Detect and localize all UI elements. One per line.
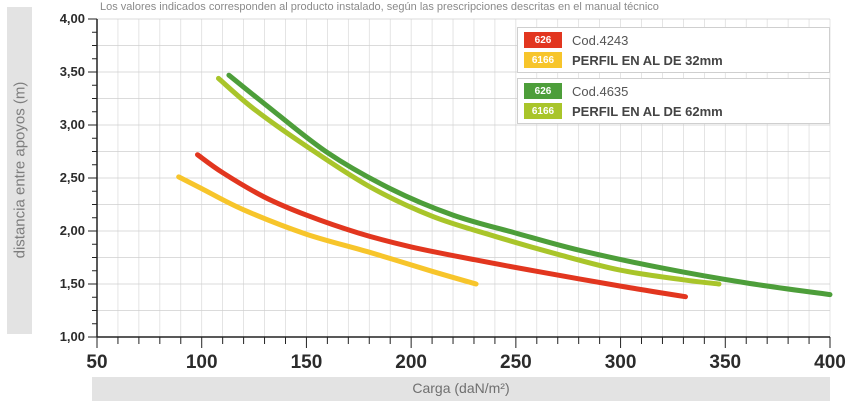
legend-swatch-6166: 6166 bbox=[524, 52, 562, 68]
legend-row-code: 626 Cod.4635 bbox=[524, 82, 628, 100]
legend-box-62mm: 626 Cod.4635 6166 PERFIL EN AL DE 62mm bbox=[517, 78, 830, 124]
legend-code-label: Cod.4243 bbox=[572, 32, 629, 48]
legend-row-profile: 6166 PERFIL EN AL DE 32mm bbox=[524, 51, 723, 69]
x-tick-label: 400 bbox=[814, 352, 846, 373]
x-tick-label: 250 bbox=[500, 352, 532, 373]
x-axis-label-band: Carga (daN/m²) bbox=[92, 377, 830, 401]
legend-profile-label: PERFIL EN AL DE 32mm bbox=[572, 52, 723, 68]
y-tick-label: 3,50 bbox=[60, 64, 85, 79]
y-tick-label: 2,00 bbox=[60, 223, 85, 238]
y-tick-label: 1,50 bbox=[60, 276, 85, 291]
y-tick-label: 2,50 bbox=[60, 170, 85, 185]
x-tick-label: 50 bbox=[86, 352, 107, 373]
chart-note: Los valores indicados corresponden al pr… bbox=[100, 1, 659, 13]
x-axis-label: Carga (daN/m²) bbox=[412, 380, 510, 396]
legend-row-profile: 6166 PERFIL EN AL DE 62mm bbox=[524, 102, 723, 120]
y-tick-label: 4,00 bbox=[60, 11, 85, 26]
legend-code-label: Cod.4635 bbox=[572, 83, 629, 99]
legend-row-code: 626 Cod.4243 bbox=[524, 31, 628, 49]
series-line bbox=[216, 75, 722, 287]
y-axis-label-band bbox=[7, 7, 32, 334]
x-tick-label: 300 bbox=[605, 352, 637, 373]
series-line bbox=[176, 174, 479, 287]
series-line bbox=[195, 152, 688, 300]
x-tick-label: 150 bbox=[291, 352, 323, 373]
legend-swatch-6166: 6166 bbox=[524, 103, 562, 119]
y-tick-label: 3,00 bbox=[60, 117, 85, 132]
x-tick-label: 350 bbox=[709, 352, 741, 373]
y-tick-label: 1,00 bbox=[60, 329, 85, 344]
legend-box-32mm: 626 Cod.4243 6166 PERFIL EN AL DE 32mm bbox=[517, 27, 830, 73]
legend-profile-label: PERFIL EN AL DE 62mm bbox=[572, 103, 723, 119]
x-tick-label: 200 bbox=[395, 352, 427, 373]
legend-swatch-626: 626 bbox=[524, 32, 562, 48]
x-tick-label: 100 bbox=[186, 352, 218, 373]
series-line bbox=[226, 72, 833, 298]
legend-swatch-626: 626 bbox=[524, 83, 562, 99]
